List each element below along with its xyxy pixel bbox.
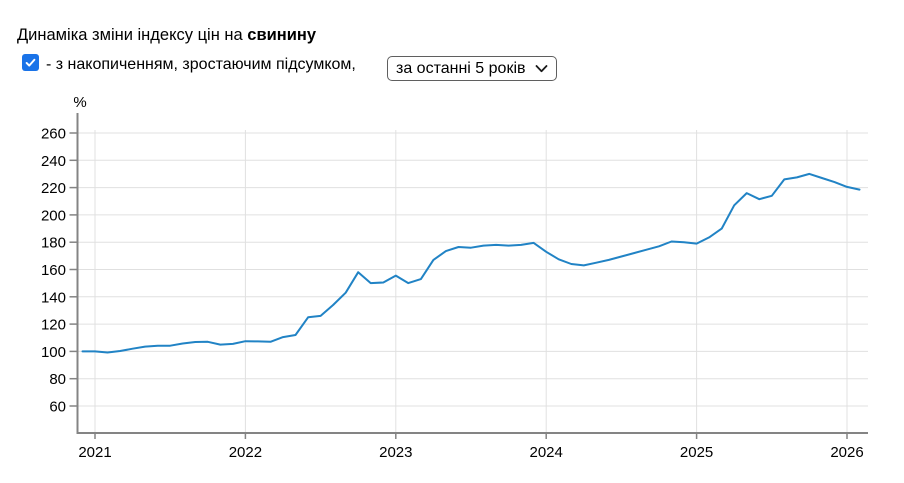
- y-tick-label: 60: [49, 399, 66, 416]
- y-tick-label: 100: [41, 344, 66, 361]
- page-title-text: Динаміка зміни індексу цін на: [17, 26, 248, 44]
- y-tick-label: 240: [41, 153, 66, 170]
- x-tick-label: 2024: [530, 444, 563, 461]
- y-tick-label: 200: [41, 207, 66, 224]
- checkmark-icon: [25, 58, 36, 67]
- y-tick-label: 180: [41, 235, 66, 252]
- x-tick-label: 2023: [379, 444, 412, 461]
- y-tick-label: 220: [41, 180, 66, 197]
- y-gridlines: [78, 132, 868, 407]
- period-select[interactable]: за останні 5 років: [387, 56, 557, 81]
- chevron-down-icon: [535, 64, 548, 72]
- y-tick-label: 80: [49, 371, 66, 388]
- price-index-line: [81, 172, 861, 354]
- y-axis-unit-label: %: [73, 94, 86, 111]
- y-tick-label: 120: [41, 317, 66, 334]
- cumulative-checkbox-label: - з накопиченням, зростаючим підсумком,: [46, 56, 356, 73]
- cumulative-checkbox[interactable]: [22, 54, 39, 71]
- x-tick-label: 2021: [78, 444, 111, 461]
- x-gridlines: [94, 130, 848, 433]
- x-tick-label: 2026: [830, 444, 863, 461]
- period-select-value: за останні 5 років: [396, 59, 526, 77]
- y-tick-label: 160: [41, 262, 66, 279]
- axis-labels: 260 240 220 200 180 160 140 120 100 80 60 2021 2022 2…: [41, 126, 864, 462]
- page-title: Динаміка зміни індексу цін на свинину: [17, 26, 316, 45]
- x-tick-label: 2025: [680, 444, 713, 461]
- y-tick-label: 260: [41, 126, 66, 143]
- page-title-product: свинину: [247, 26, 316, 44]
- axis-ticks: [69, 132, 848, 439]
- y-tick-label: 140: [41, 289, 66, 306]
- x-tick-label: 2022: [229, 444, 262, 461]
